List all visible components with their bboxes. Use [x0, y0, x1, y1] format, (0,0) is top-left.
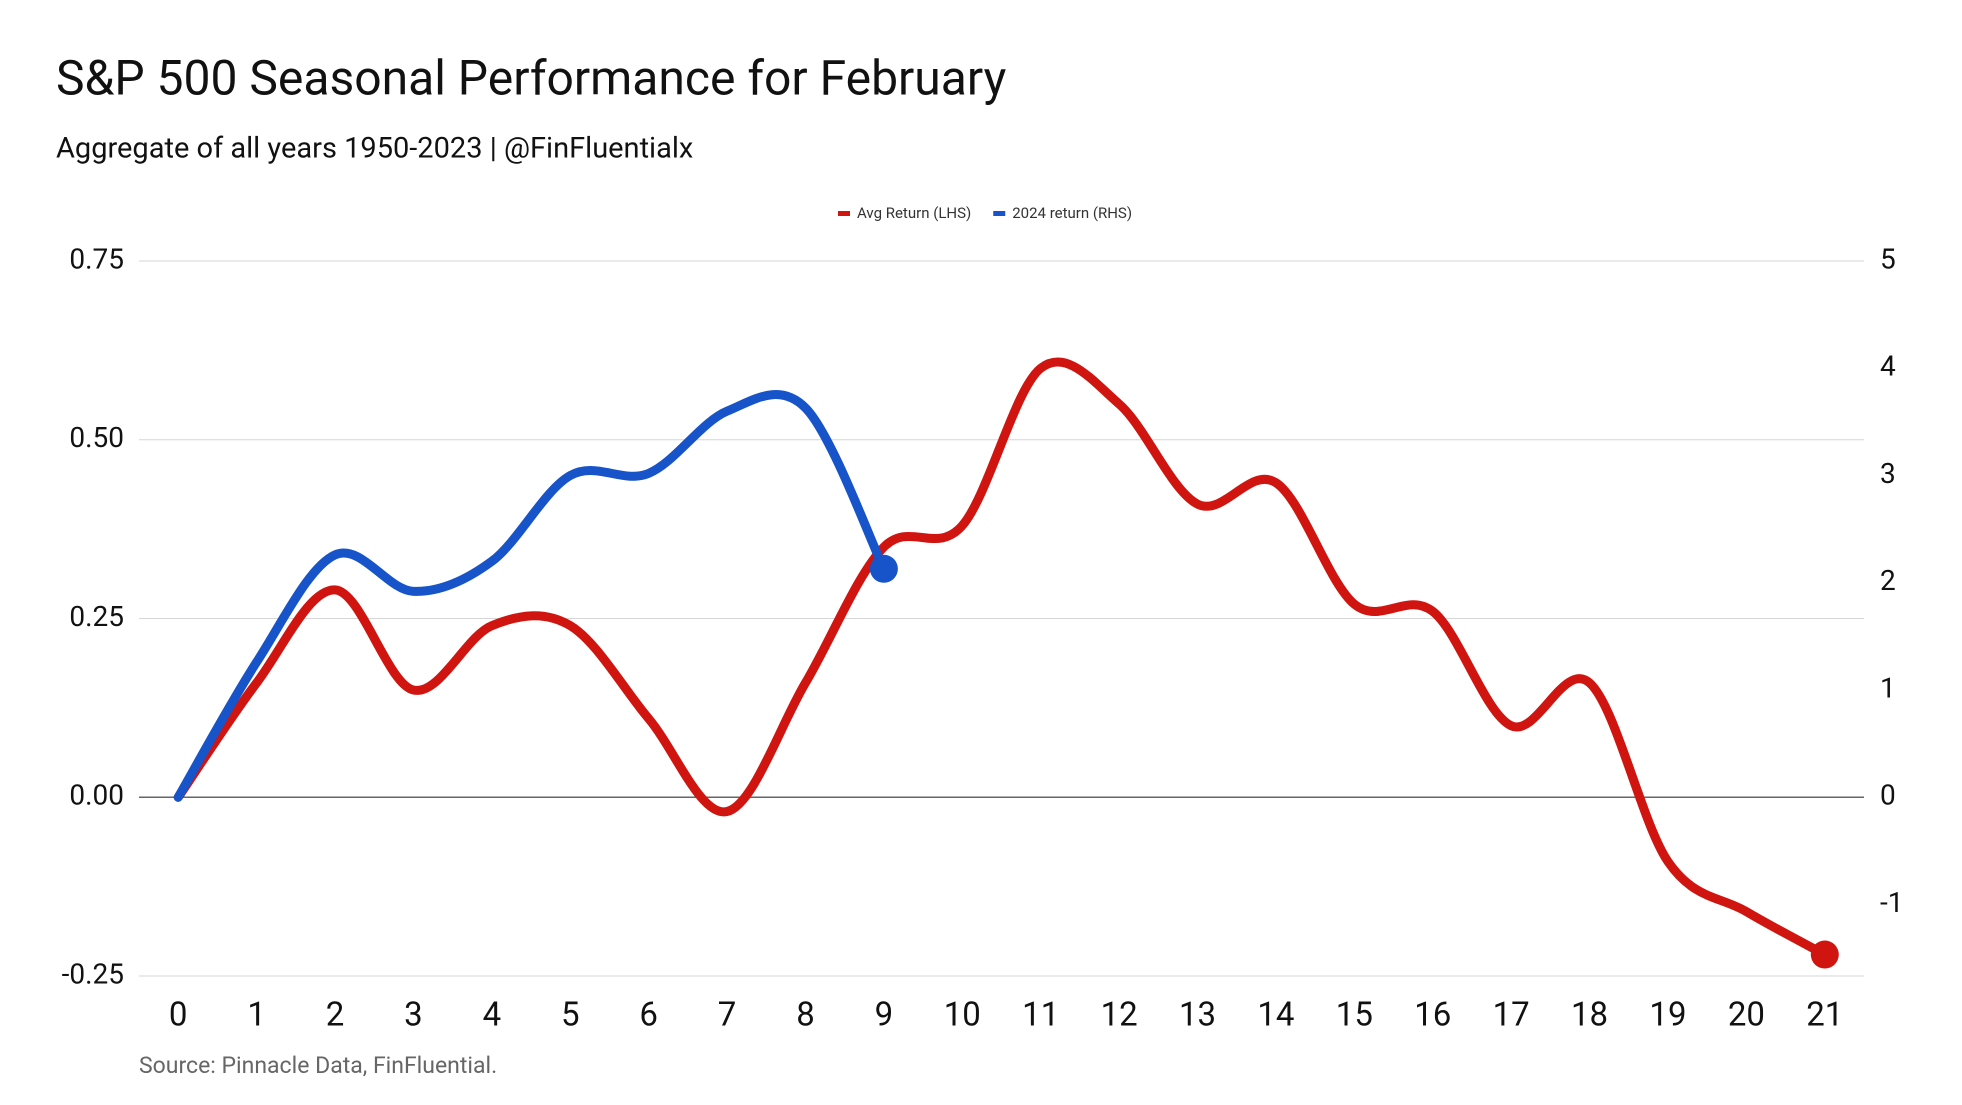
x-tick-label: 2	[326, 996, 345, 1035]
x-tick-label: 17	[1493, 996, 1530, 1035]
chart-subtitle: Aggregate of all years 1950-2023 | @FinF…	[56, 132, 693, 166]
x-tick-label: 14	[1257, 996, 1294, 1035]
end-marker	[869, 554, 898, 583]
x-tick-label: 15	[1336, 996, 1373, 1035]
legend-label: 2024 return (RHS)	[1012, 204, 1132, 222]
x-tick-label: 1	[247, 996, 266, 1035]
x-tick-label: 11	[1022, 996, 1059, 1035]
x-tick-label: 3	[404, 996, 423, 1035]
x-tick-label: 12	[1101, 996, 1138, 1035]
x-tick-label: 19	[1649, 996, 1686, 1035]
x-tick-label: 13	[1179, 996, 1216, 1035]
y2-tick-label: 0	[1880, 779, 1896, 812]
series-line	[173, 390, 889, 802]
x-tick-label: 0	[169, 996, 188, 1035]
x-tick-label: 20	[1728, 996, 1765, 1035]
y-tick-label: -0.25	[62, 957, 124, 990]
x-tick-label: 18	[1571, 996, 1608, 1035]
y-tick-label: 0.25	[69, 600, 124, 633]
series-line	[173, 357, 1830, 960]
x-tick-label: 8	[796, 996, 815, 1035]
y-tick-label: 0.50	[69, 421, 124, 454]
x-tick-label: 7	[718, 996, 737, 1035]
y2-tick-label: 5	[1880, 242, 1896, 275]
x-tick-label: 5	[561, 996, 580, 1035]
chart-title: S&P 500 Seasonal Performance for Februar…	[56, 50, 1007, 107]
x-tick-label: 4	[483, 996, 502, 1035]
x-tick-label: 9	[875, 996, 894, 1035]
legend-swatch	[993, 211, 1006, 216]
y2-tick-label: 3	[1880, 457, 1896, 490]
x-tick-label: 10	[944, 996, 981, 1035]
y-tick-label: 0.00	[69, 779, 124, 812]
x-tick-label: 6	[639, 996, 658, 1035]
x-tick-label: 16	[1414, 996, 1451, 1035]
source-note: Source: Pinnacle Data, FinFluential.	[139, 1052, 497, 1079]
end-marker	[1810, 940, 1839, 969]
legend-label: Avg Return (LHS)	[857, 204, 971, 222]
x-tick-label: 21	[1806, 996, 1843, 1035]
y2-tick-label: -1	[1880, 886, 1903, 919]
legend-swatch	[838, 211, 850, 216]
y2-tick-label: 1	[1880, 671, 1896, 704]
y2-tick-label: 4	[1880, 350, 1896, 383]
y-tick-label: 0.75	[69, 242, 124, 275]
y2-tick-label: 2	[1880, 564, 1896, 597]
